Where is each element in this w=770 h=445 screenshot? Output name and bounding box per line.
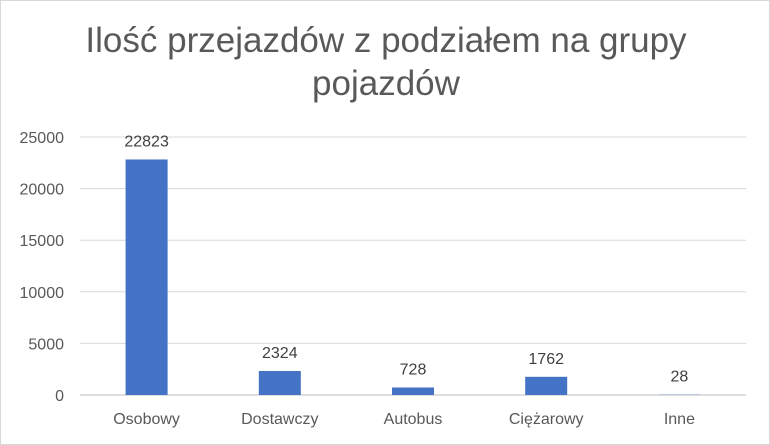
y-tick-label: 5000 [28,336,64,353]
data-label: 22823 [124,133,169,150]
x-tick-label: Dostawczy [241,411,318,428]
y-axis-ticks: 0 5000 10000 15000 20000 25000 [20,130,65,405]
data-labels: 22823 2324 728 1762 28 [124,133,688,385]
bar [392,387,434,395]
x-tick-label: Autobus [384,411,443,428]
y-tick-label: 25000 [20,130,65,147]
x-tick-label: Ciężarowy [509,411,584,428]
data-label: 2324 [262,345,298,362]
y-tick-label: 10000 [20,285,65,302]
x-axis-ticks: Osobowy Dostawczy Autobus Ciężarowy Inne [113,411,695,428]
bars [125,159,701,395]
bar [125,159,168,395]
x-tick-label: Osobowy [113,411,180,428]
bar [525,376,568,395]
y-tick-label: 20000 [20,182,65,199]
gridlines [80,136,746,396]
x-tick-label: Inne [664,411,695,428]
data-label: 28 [671,369,689,386]
y-tick-label: 0 [55,388,64,405]
y-tick-label: 15000 [20,233,65,250]
chart-title: Ilość przejazdów z podziałem na grupy po… [85,21,687,103]
data-label: 728 [400,361,427,378]
bar [258,371,301,395]
data-label: 1762 [528,351,564,368]
